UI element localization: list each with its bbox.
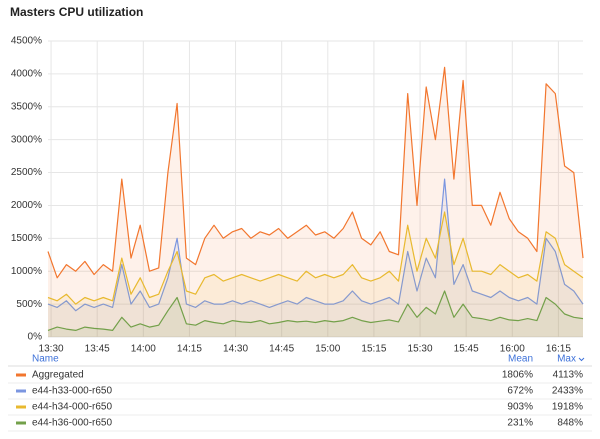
y-tick-label: 3500% bbox=[11, 101, 42, 112]
x-tick-label: 13:45 bbox=[85, 344, 110, 355]
x-tick-label: 15:00 bbox=[315, 344, 340, 355]
x-tick-label: 15:45 bbox=[454, 344, 479, 355]
legend-max: 1918% bbox=[552, 402, 583, 413]
x-tick-label: 15:15 bbox=[361, 344, 386, 355]
x-tick-label: 15:30 bbox=[408, 344, 433, 355]
chart-title: Masters CPU utilization bbox=[10, 5, 143, 19]
legend-mean: 903% bbox=[507, 402, 533, 413]
legend-header-max[interactable]: Max bbox=[557, 354, 576, 365]
x-tick-label: 14:30 bbox=[223, 344, 248, 355]
x-tick-label: 14:15 bbox=[177, 344, 202, 355]
y-tick-label: 4000% bbox=[11, 69, 42, 80]
y-tick-label: 500% bbox=[16, 299, 42, 310]
series-line bbox=[47, 290, 584, 331]
series-line bbox=[47, 211, 584, 305]
y-tick-label: 4500% bbox=[11, 36, 42, 47]
legend-mean: 672% bbox=[507, 386, 533, 397]
series-area bbox=[48, 179, 583, 337]
series-line bbox=[47, 178, 584, 312]
legend-mean: 231% bbox=[507, 418, 533, 429]
x-tick-label: 16:00 bbox=[500, 344, 525, 355]
series-line bbox=[47, 66, 584, 279]
legend-name[interactable]: e44-h34-000-r650 bbox=[32, 402, 112, 413]
legend-max: 848% bbox=[557, 418, 583, 429]
legend-name[interactable]: e44-h33-000-r650 bbox=[32, 386, 112, 397]
y-tick-label: 2500% bbox=[11, 167, 42, 178]
series-area bbox=[48, 291, 583, 337]
sort-icon bbox=[578, 357, 585, 362]
legend-name[interactable]: e44-h36-000-r650 bbox=[32, 418, 112, 429]
legend-mean: 1806% bbox=[502, 370, 533, 381]
legend-header-mean[interactable]: Mean bbox=[508, 354, 533, 365]
y-tick-label: 1000% bbox=[11, 266, 42, 277]
legend-header-name[interactable]: Name bbox=[32, 354, 59, 365]
y-tick-label: 3000% bbox=[11, 134, 42, 145]
y-tick-label: 0% bbox=[28, 332, 43, 343]
x-tick-label: 13:30 bbox=[39, 344, 64, 355]
legend-max: 4113% bbox=[553, 370, 584, 381]
legend-name[interactable]: Aggregated bbox=[32, 370, 84, 381]
x-tick-label: 16:15 bbox=[546, 344, 571, 355]
legend-max: 2433% bbox=[552, 386, 583, 397]
x-tick-label: 14:45 bbox=[269, 344, 294, 355]
x-tick-label: 14:00 bbox=[131, 344, 156, 355]
y-tick-label: 2000% bbox=[11, 200, 42, 211]
y-tick-label: 1500% bbox=[11, 233, 42, 244]
